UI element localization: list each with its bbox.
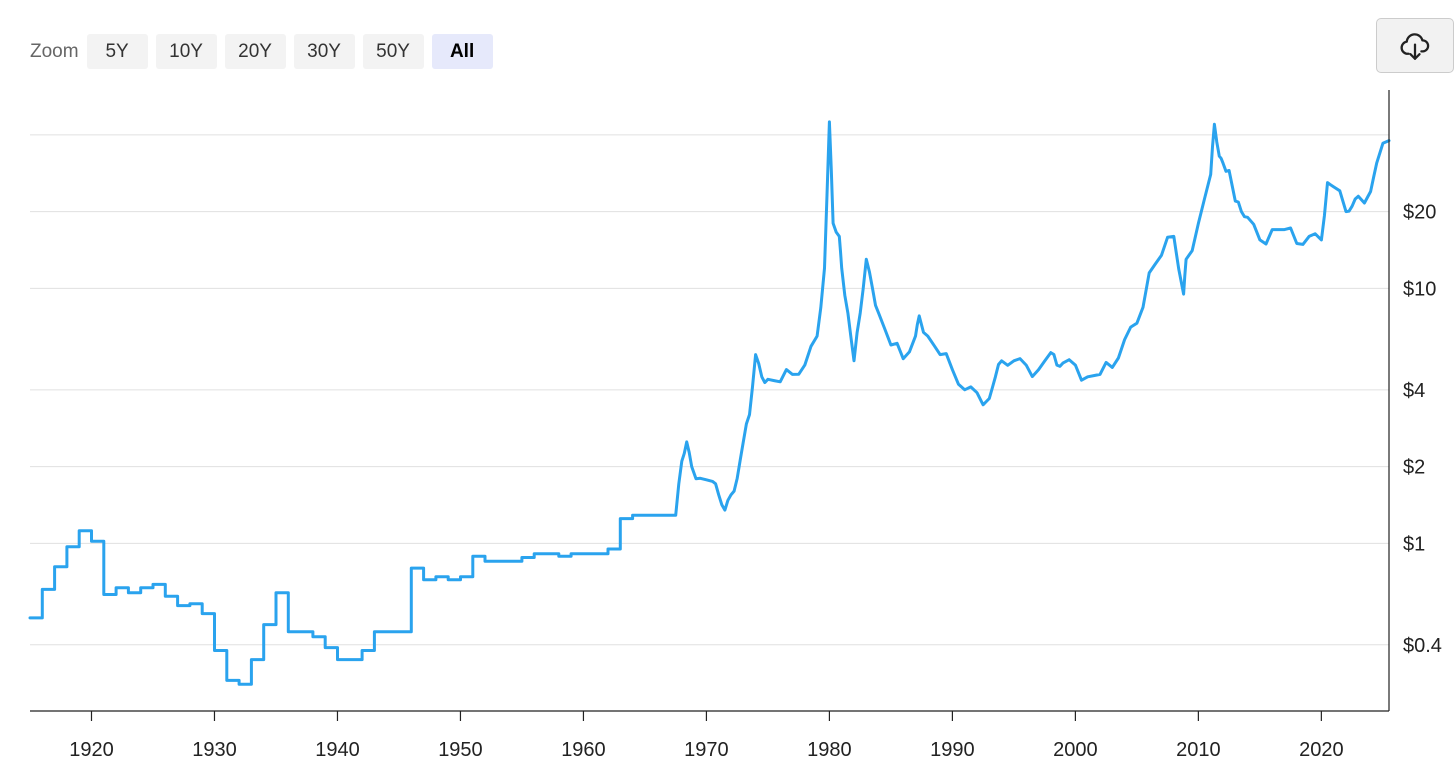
tick-labels: $0.4 $1 $2 $4 $10 $20 1920 1930 1940 1950 1960 1970… xyxy=(69,202,1442,761)
y-tick-label: $4 xyxy=(1403,380,1425,402)
zoom-20y-button[interactable]: 20Y xyxy=(224,34,286,69)
x-tick-label: 2020 xyxy=(1299,739,1344,761)
x-tick-label: 1920 xyxy=(69,739,114,761)
grid-lines xyxy=(30,134,1389,646)
zoom-label: Zoom xyxy=(30,40,79,62)
cloud-download-icon xyxy=(1400,32,1430,60)
x-tick-label: 1930 xyxy=(192,739,237,761)
zoom-50y-button[interactable]: 50Y xyxy=(362,34,424,69)
download-button[interactable] xyxy=(1376,18,1454,73)
zoom-30y-button[interactable]: 30Y xyxy=(293,34,355,69)
y-tick-label: $10 xyxy=(1403,278,1436,300)
x-tick-label: 1990 xyxy=(930,739,975,761)
axes xyxy=(30,90,1390,721)
x-tick-label: 1970 xyxy=(684,739,729,761)
x-tick-label: 2000 xyxy=(1053,739,1098,761)
y-tick-label: $0.4 xyxy=(1403,635,1442,657)
x-tick-label: 1960 xyxy=(561,739,606,761)
y-tick-label: $2 xyxy=(1403,457,1425,479)
zoom-all-button[interactable]: All xyxy=(431,34,493,69)
zoom-10y-button[interactable]: 10Y xyxy=(155,34,217,69)
y-tick-label: $1 xyxy=(1403,533,1425,555)
x-tick-label: 1940 xyxy=(315,739,360,761)
x-tick-label: 1950 xyxy=(438,739,483,761)
series-layer xyxy=(28,120,1391,686)
series-line xyxy=(28,120,1391,686)
x-tick-label: 2010 xyxy=(1176,739,1221,761)
y-tick-label: $20 xyxy=(1403,202,1436,224)
x-tick-label: 1980 xyxy=(807,739,852,761)
zoom-5y-button[interactable]: 5Y xyxy=(86,34,148,69)
zoom-bar: Zoom 5Y 10Y 20Y 30Y 50Y All xyxy=(30,34,501,69)
